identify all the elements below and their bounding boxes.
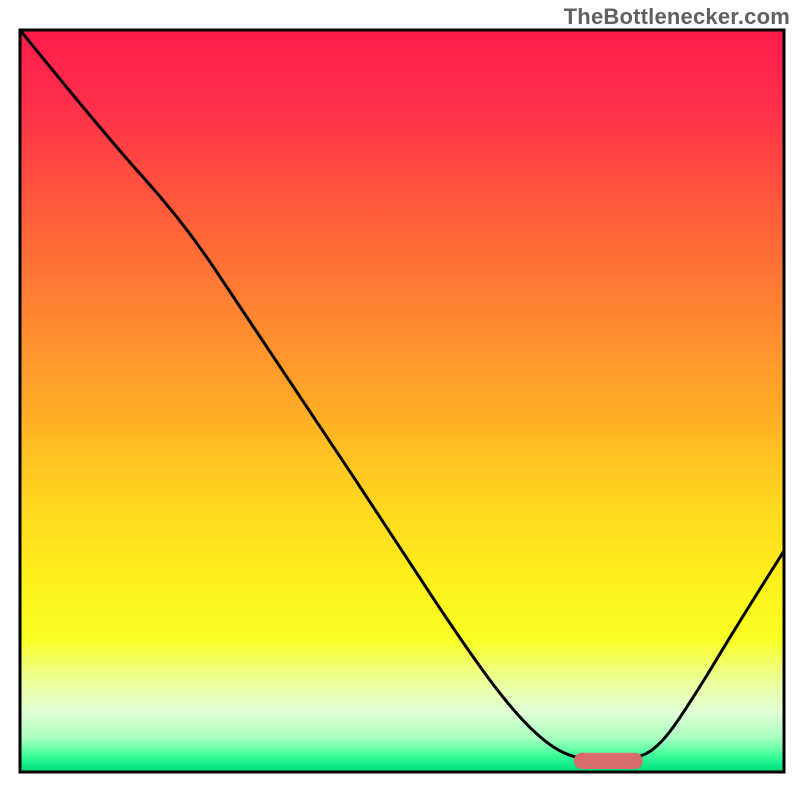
bottleneck-chart [0, 0, 800, 800]
gradient-background [20, 30, 784, 772]
optimal-marker [574, 753, 643, 769]
chart-container: TheBottlenecker.com [0, 0, 800, 800]
